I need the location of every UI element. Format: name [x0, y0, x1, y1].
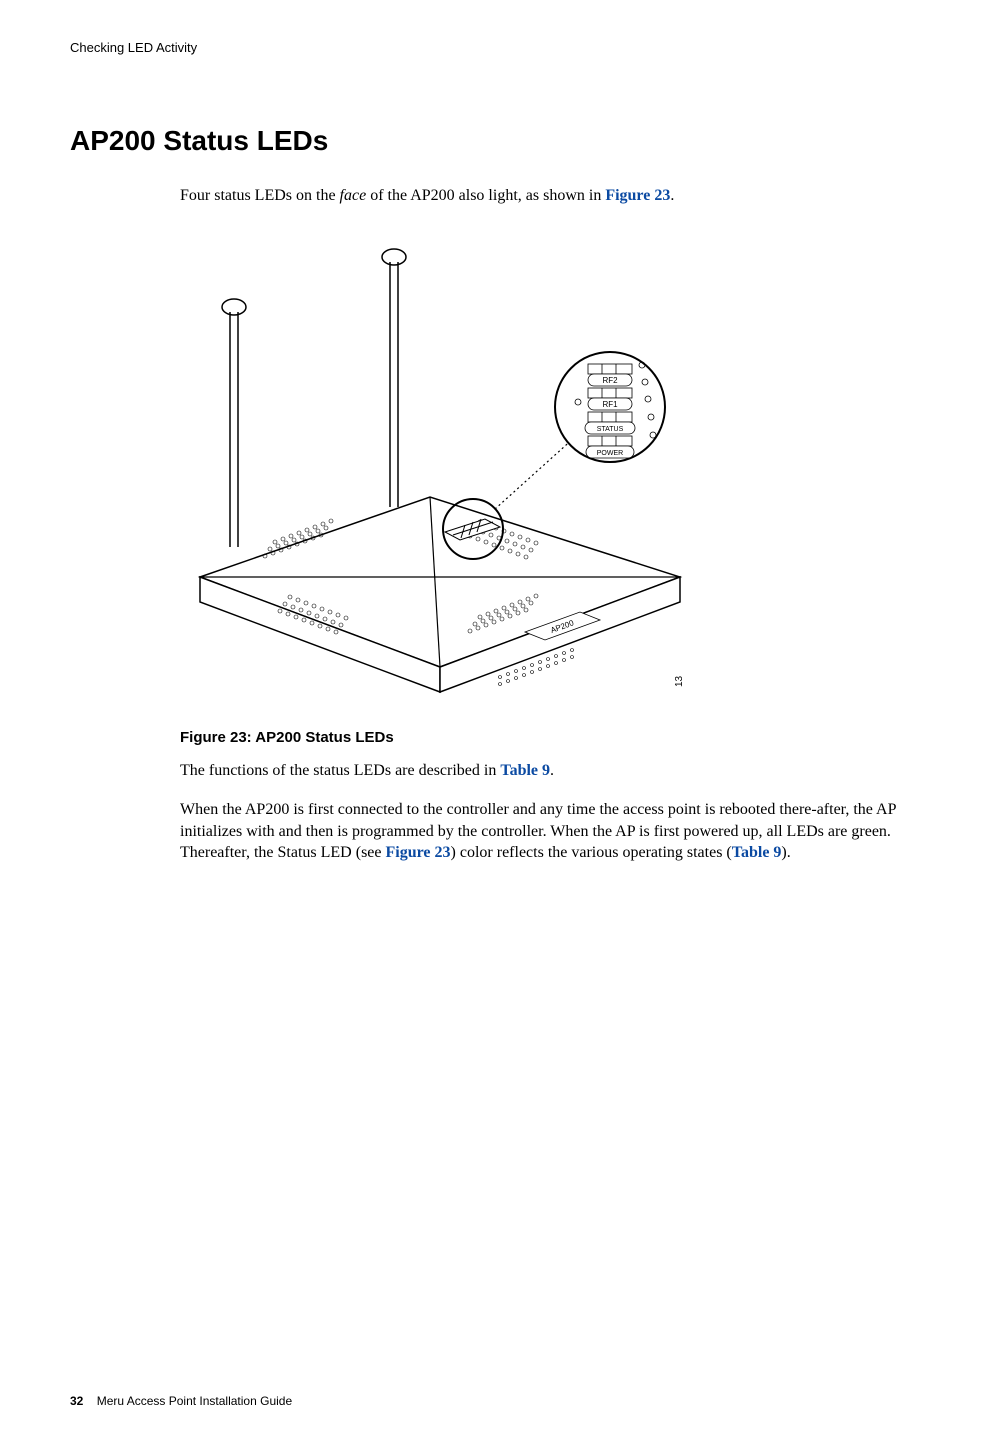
- footer-book-title: Meru Access Point Installation Guide: [97, 1394, 292, 1408]
- intro-face-word: face: [340, 187, 367, 204]
- led-rf1-label: RF1: [602, 400, 618, 409]
- page-header-breadcrumb: Checking LED Activity: [70, 40, 948, 55]
- after-fig-text-1: The functions of the status LEDs are des…: [180, 762, 500, 779]
- figure-caption: Figure 23: AP200 Status LEDs: [180, 729, 948, 746]
- intro-paragraph: Four status LEDs on the face of the AP20…: [180, 185, 938, 207]
- after-figure-paragraph: The functions of the status LEDs are des…: [180, 760, 938, 782]
- led-rf2-label: RF2: [602, 376, 618, 385]
- led-power-label: POWER: [597, 450, 623, 457]
- p3-figure-ref[interactable]: Figure 23: [386, 844, 451, 861]
- figure-23-diagram: AP200: [180, 237, 700, 717]
- p3-table-ref[interactable]: Table 9: [732, 844, 782, 861]
- section-title: AP200 Status LEDs: [70, 125, 948, 157]
- boot-behavior-paragraph: When the AP200 is first connected to the…: [180, 799, 938, 864]
- footer-page-number: 32: [70, 1394, 83, 1408]
- intro-text-3: .: [670, 187, 674, 204]
- intro-figure-ref[interactable]: Figure 23: [605, 187, 670, 204]
- after-fig-table-ref[interactable]: Table 9: [500, 762, 550, 779]
- figure-revision: 13: [674, 675, 685, 687]
- led-status-label: STATUS: [597, 426, 624, 433]
- p3-text-3: ).: [781, 844, 790, 861]
- intro-text-1: Four status LEDs on the: [180, 187, 340, 204]
- p3-text-2: ) color reflects the various operating s…: [451, 844, 732, 861]
- after-fig-text-2: .: [550, 762, 554, 779]
- intro-text-2: of the AP200 also light, as shown in: [366, 187, 605, 204]
- page-footer: 32 Meru Access Point Installation Guide: [70, 1394, 292, 1408]
